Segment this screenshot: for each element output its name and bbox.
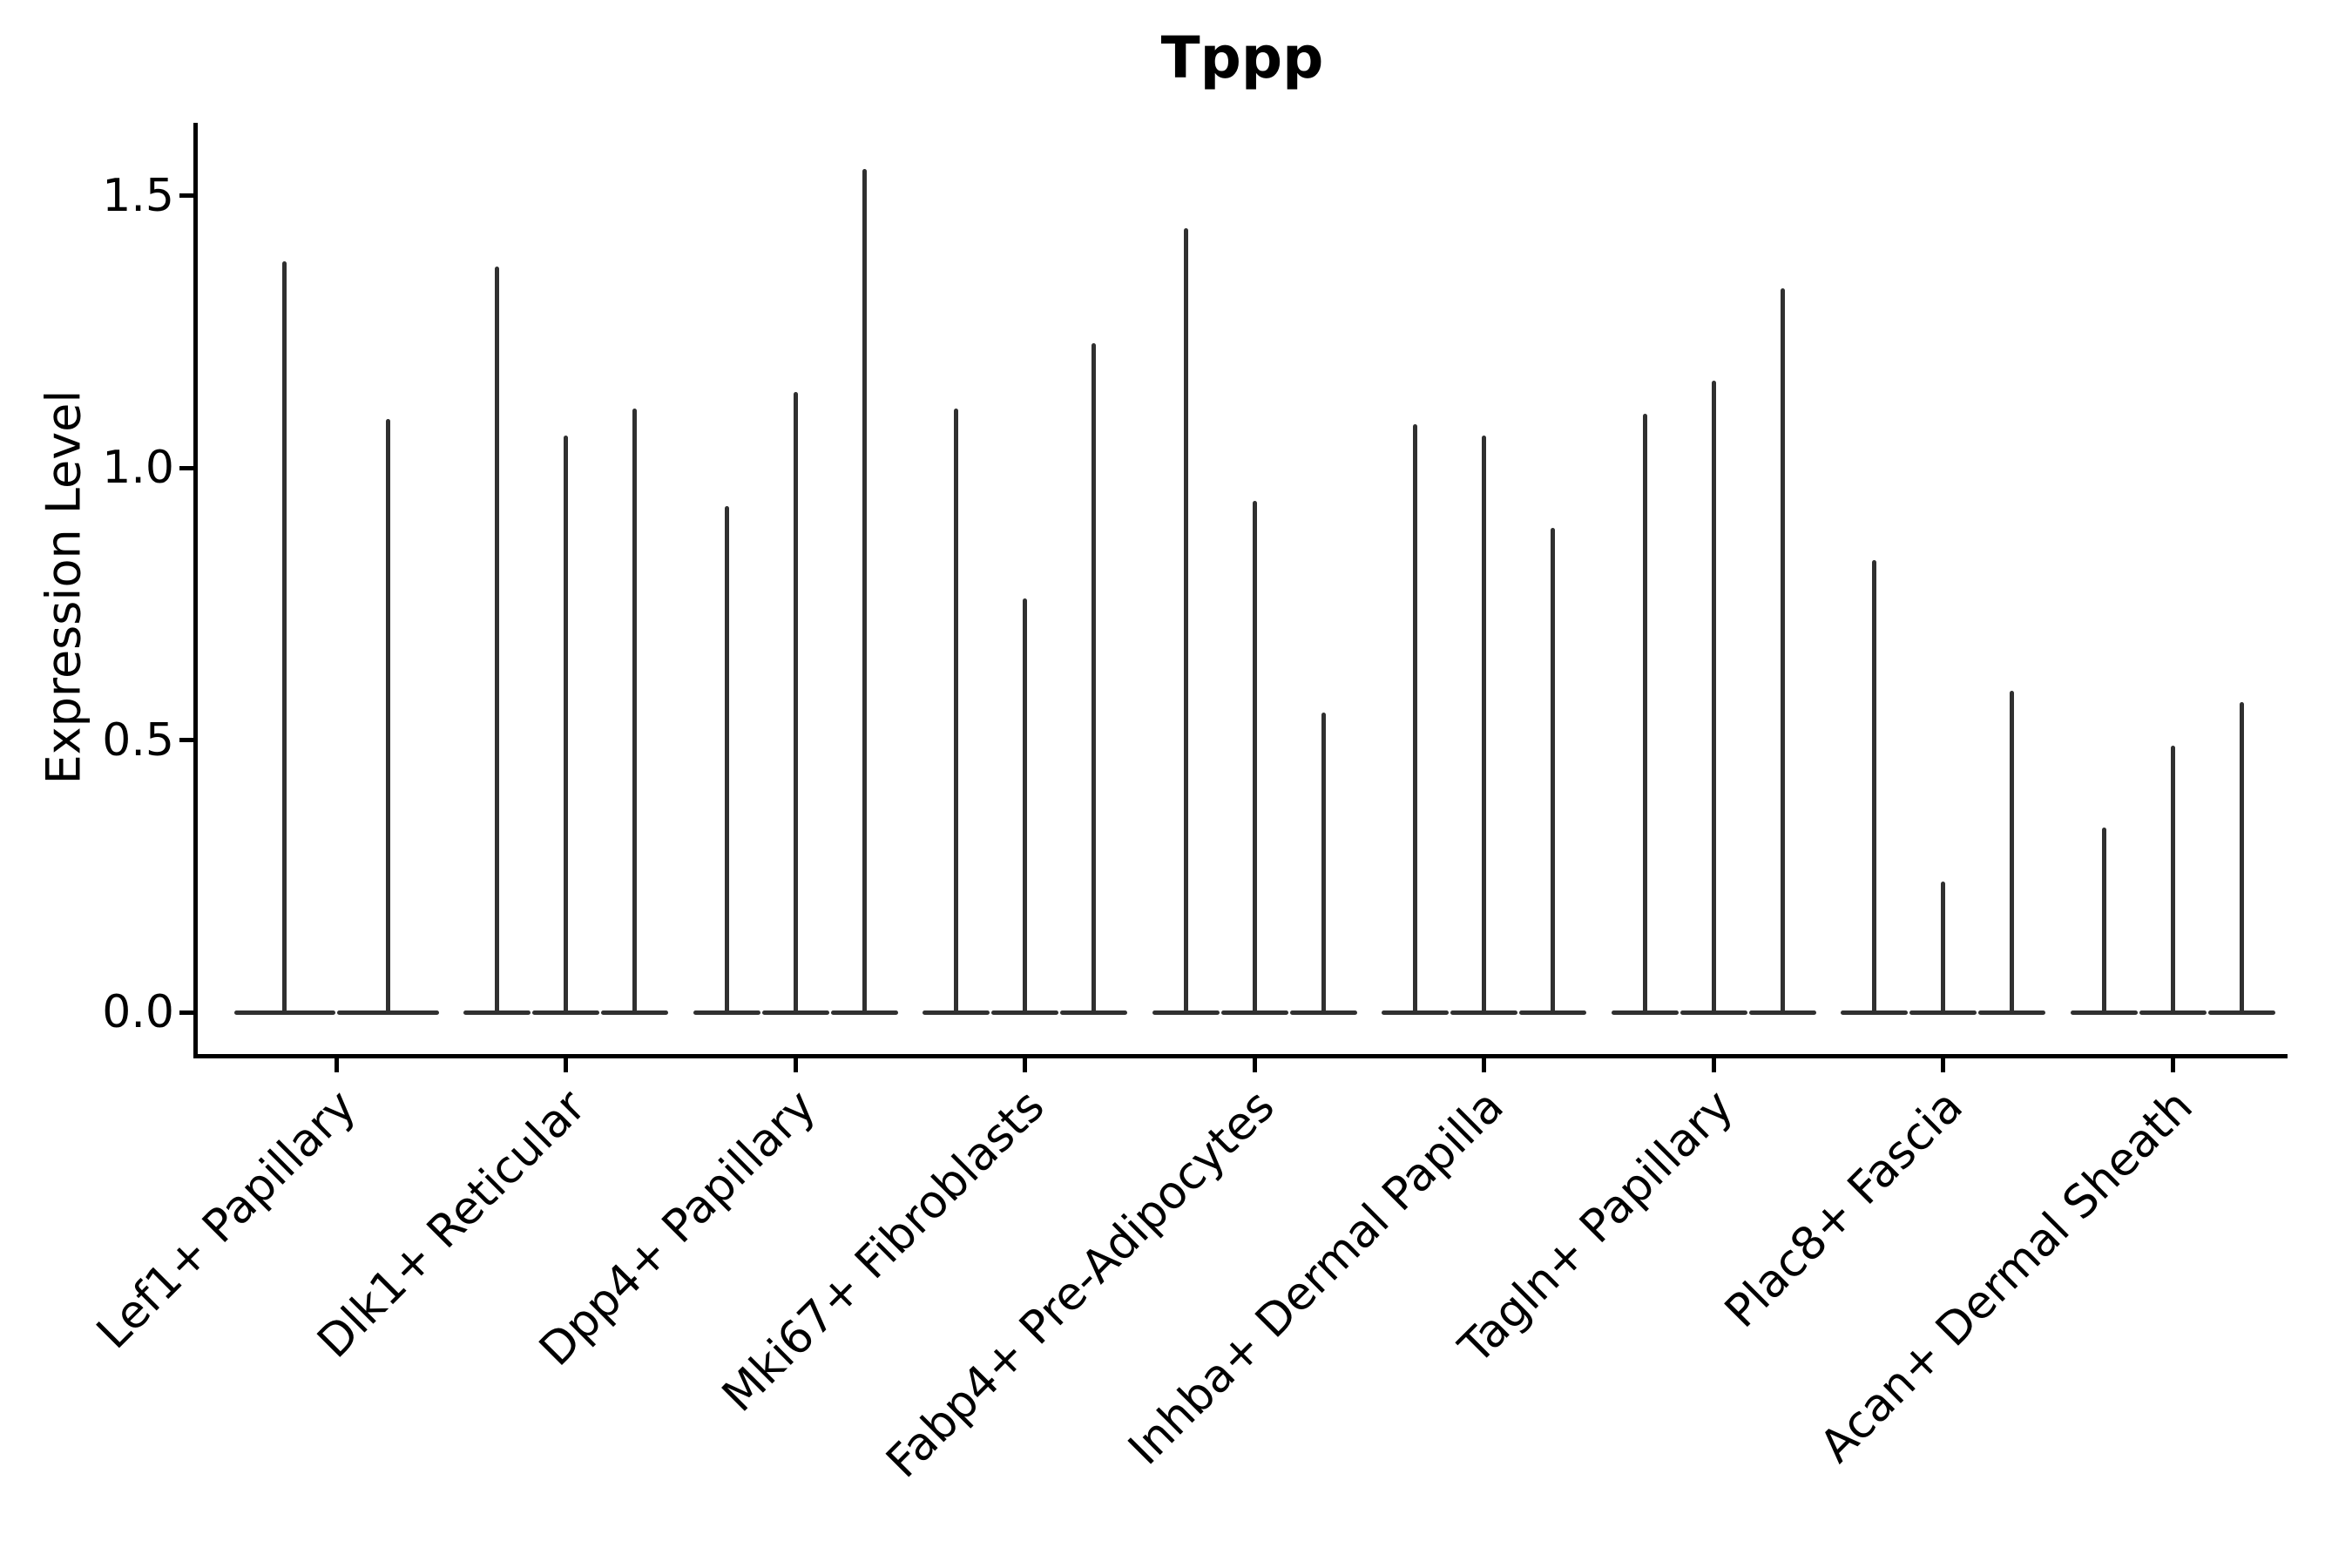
violin-spike — [2010, 691, 2014, 1013]
y-axis-tick — [179, 1010, 193, 1015]
y-tick-label: 0.5 — [102, 713, 174, 767]
x-tick-label: Acan+ Dermal Sheath — [1809, 1080, 2203, 1473]
y-axis-tick — [179, 193, 193, 199]
x-axis-tick — [1941, 1058, 1945, 1072]
violin-spike — [1321, 713, 1326, 1013]
violin-spike — [793, 391, 798, 1013]
violin-spike — [1092, 342, 1096, 1013]
violin-spike — [1023, 598, 1027, 1013]
violin-spike — [1482, 435, 1486, 1013]
plot-title: Tppp — [1160, 24, 1324, 91]
violin-spike — [564, 435, 568, 1013]
violin-spike — [632, 408, 637, 1013]
violin-spike — [2239, 701, 2244, 1013]
x-tick-label: Plac8+ Fascia — [1715, 1080, 1973, 1338]
violin-spike — [1711, 381, 1716, 1013]
violin-spike — [1780, 288, 1785, 1013]
x-axis-tick — [1711, 1058, 1716, 1072]
y-tick-label: 1.5 — [102, 169, 174, 222]
violin-spike — [2101, 827, 2106, 1013]
x-axis-tick — [793, 1058, 798, 1072]
violin-spike — [282, 260, 287, 1013]
violin-spike — [862, 168, 867, 1013]
y-axis-spine — [193, 123, 198, 1058]
violin-spike — [1872, 560, 1876, 1013]
violin-spike — [1551, 528, 1555, 1013]
y-tick-label: 0.0 — [102, 986, 174, 1038]
x-tick-label: Inhba+ Dermal Papilla — [1119, 1080, 1514, 1476]
x-axis-spine — [193, 1054, 2288, 1058]
y-tick-label: 1.0 — [102, 442, 174, 495]
y-axis-tick — [179, 465, 193, 470]
violin-spike — [1941, 882, 1945, 1013]
x-axis-tick — [1023, 1058, 1027, 1072]
x-tick-label: Fabp4+ Pre-Adipocytes — [876, 1080, 1285, 1489]
x-axis-tick — [1252, 1058, 1257, 1072]
violin-spike — [385, 419, 390, 1013]
x-axis-tick — [564, 1058, 568, 1072]
x-axis-tick — [1482, 1058, 1486, 1072]
violin-spike — [495, 267, 499, 1013]
violin-spike — [1252, 500, 1257, 1013]
x-axis-tick — [334, 1058, 339, 1072]
x-axis-tick — [2170, 1058, 2175, 1072]
violin-spike — [1413, 424, 1417, 1013]
y-axis-tick — [179, 738, 193, 743]
violin-spike — [954, 408, 958, 1013]
violin-spike — [2170, 745, 2175, 1013]
violin-spike — [724, 506, 729, 1013]
violin-spike — [1183, 228, 1188, 1013]
violin-spike — [1642, 413, 1647, 1013]
